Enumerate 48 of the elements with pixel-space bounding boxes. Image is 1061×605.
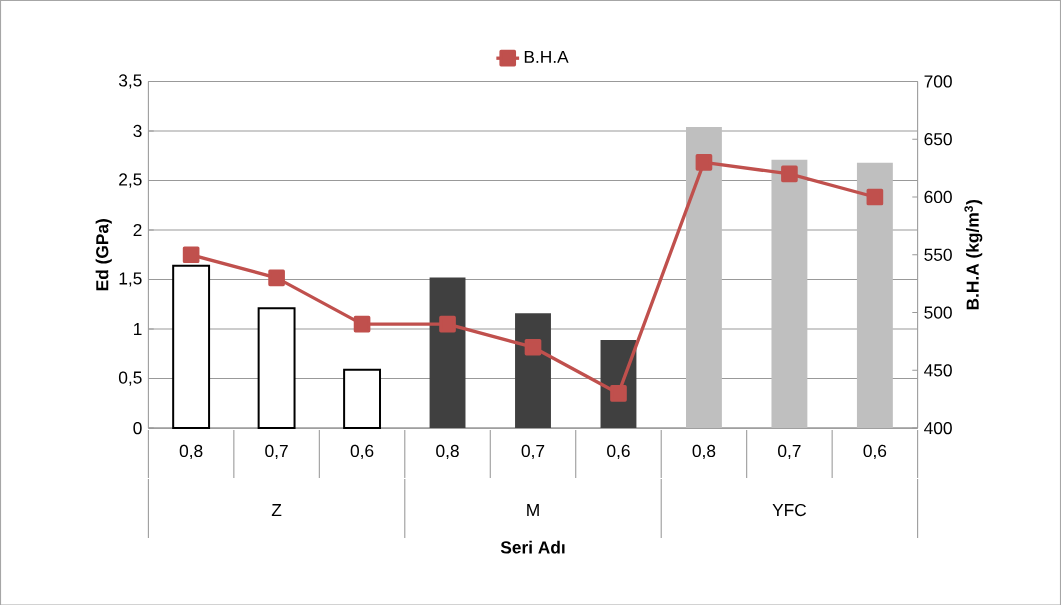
y-tick-label: 2 [133, 223, 142, 236]
x-tick-label: 0,7 [265, 444, 288, 459]
y-axis-title: Ed (GPa) [95, 218, 112, 290]
y2-tick-label: 500 [924, 306, 952, 319]
bar [343, 368, 382, 429]
bar [771, 159, 808, 428]
bar [172, 264, 211, 429]
y2-tick-label: 450 [924, 363, 952, 377]
point [695, 153, 713, 171]
point [524, 338, 542, 356]
bar [429, 277, 466, 428]
text: M [527, 503, 539, 516]
y-tick-label: 1,5 [119, 272, 142, 287]
y2-tick-label: 650 [924, 132, 952, 146]
y-tick-label: 2,5 [119, 173, 142, 188]
point [781, 165, 798, 182]
bar [856, 162, 893, 428]
point [182, 246, 200, 263]
x-tick-label: 0,6 [607, 444, 630, 459]
text: Z [271, 503, 282, 516]
point [866, 188, 884, 206]
bar [515, 312, 551, 428]
y2-tick-label: 400 [924, 421, 952, 435]
x-tick-label: 0,7 [521, 444, 545, 459]
bar [685, 126, 722, 428]
x-tick-label: 0,6 [350, 444, 374, 459]
point [268, 269, 285, 286]
y-tick-label: 3 [133, 124, 142, 137]
y-tick-label: 0 [133, 421, 142, 435]
y-tick-label: 0,5 [118, 371, 142, 386]
y2-tick-label: 600 [924, 190, 952, 203]
point [353, 315, 371, 333]
y2-axis-title: B.H.A (kg/m$^{3}$) [964, 199, 983, 310]
x-tick-label: 0,8 [692, 444, 716, 459]
y2-tick-label: 550 [924, 248, 952, 261]
y-tick-label: 1 [134, 322, 142, 335]
x-tick-label: 0,7 [778, 444, 801, 459]
x-tick-label: 0,8 [179, 444, 203, 459]
text: YFC [772, 503, 807, 516]
point [439, 315, 456, 333]
point [610, 384, 627, 402]
y-tick-label: 3,5 [118, 74, 142, 89]
legend-label: B.H.A [524, 50, 569, 63]
y2-tick-label: 700 [924, 75, 952, 88]
x-tick-label: 0,6 [863, 444, 887, 459]
x-tick-label: 0,8 [436, 444, 459, 459]
x-axis-title: Seri Adı [500, 540, 565, 554]
bar [257, 307, 296, 429]
